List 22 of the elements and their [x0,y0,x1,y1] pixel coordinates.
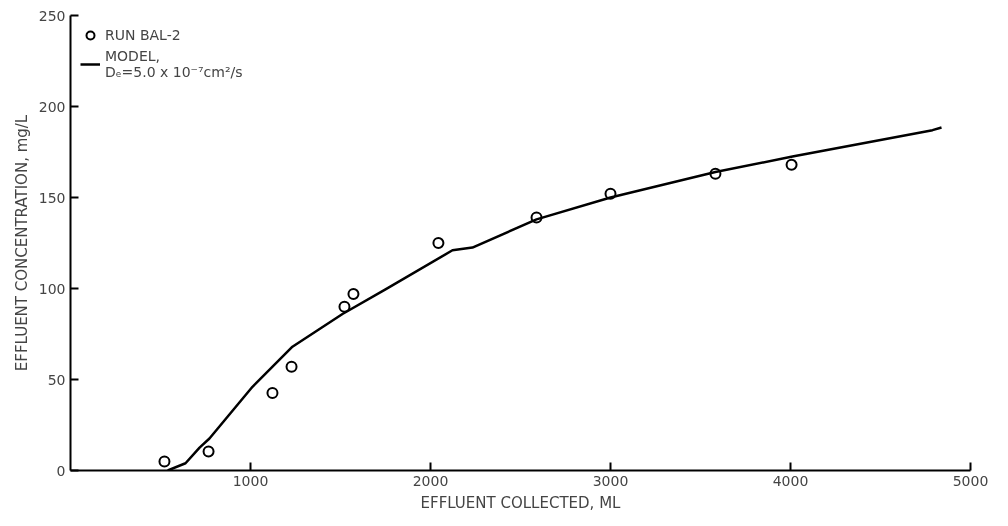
x-tick-label: 2000 [412,472,449,489]
point [785,158,798,171]
point [158,455,171,468]
y-tick-label: 150 [38,189,66,206]
point [432,237,445,249]
x-tick-label: 5000 [952,472,989,489]
x-tick-label: 4000 [772,472,809,489]
legend-label: MODEL, Dₑ=5.0 x 10⁻⁷cm²/s [105,48,243,80]
x-tick-label: 3000 [592,472,629,489]
y-tick-label: 100 [38,280,66,297]
y-tick-label: 200 [38,98,66,115]
point [202,445,215,458]
y-tick-label: 250 [38,7,66,24]
x-tick-label: 1000 [232,472,269,489]
point [347,287,360,300]
legend-label: RUN BAL-2 [105,27,181,43]
y-tick-label: 0 [56,462,66,479]
y-tick-label: 50 [47,371,66,388]
x-axis-title: EFFLUENT COLLECTED, ML [420,493,622,512]
y-axis-title: EFFLUENT CONCENTRATION, mg/L [12,114,31,372]
point [285,360,298,373]
point [266,386,279,399]
